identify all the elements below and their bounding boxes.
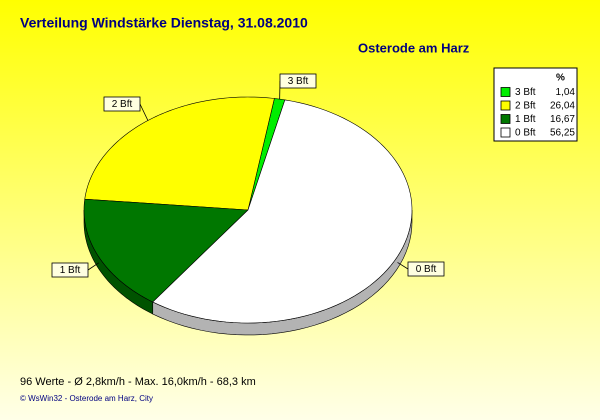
legend-swatch xyxy=(500,127,511,138)
legend-swatch xyxy=(500,114,511,124)
legend-label: 1 Bft xyxy=(515,114,536,125)
leader-line xyxy=(139,103,149,121)
legend-title: % xyxy=(556,73,565,84)
legend-swatch xyxy=(500,100,511,111)
legend-label: 3 Bft xyxy=(515,87,536,98)
legend-swatch xyxy=(500,87,511,97)
leader-line xyxy=(87,262,99,271)
slice-label: 1 Bft xyxy=(60,265,81,276)
slice-label: 2 Bft xyxy=(112,99,133,110)
legend-value: 56,25 xyxy=(550,128,575,139)
label-box xyxy=(51,262,89,278)
label-box xyxy=(279,73,317,89)
credit: © WsWin32 - Osterode am Harz, City xyxy=(20,394,153,403)
chart-title: Verteilung Windstärke Dienstag, 31.08.20… xyxy=(20,15,308,31)
legend-value: 26,04 xyxy=(550,101,575,112)
chart-subtitle: Osterode am Harz xyxy=(358,40,470,55)
slice-label: 3 Bft xyxy=(288,76,309,87)
label-box xyxy=(103,96,141,112)
slice-label: 0 Bft xyxy=(416,264,437,275)
label-box xyxy=(407,261,445,277)
pie-slice xyxy=(152,99,413,324)
legend-label: 2 Bft xyxy=(515,101,536,112)
legend-value: 16,67 xyxy=(550,114,575,125)
legend-value: 1,04 xyxy=(556,87,576,98)
pie-slice xyxy=(83,198,249,303)
footer: 96 Werte - Ø 2,8km/h - Max. 16,0km/h - 6… xyxy=(20,376,256,388)
leader-line xyxy=(397,262,409,270)
legend-label: 0 Bft xyxy=(515,128,536,139)
